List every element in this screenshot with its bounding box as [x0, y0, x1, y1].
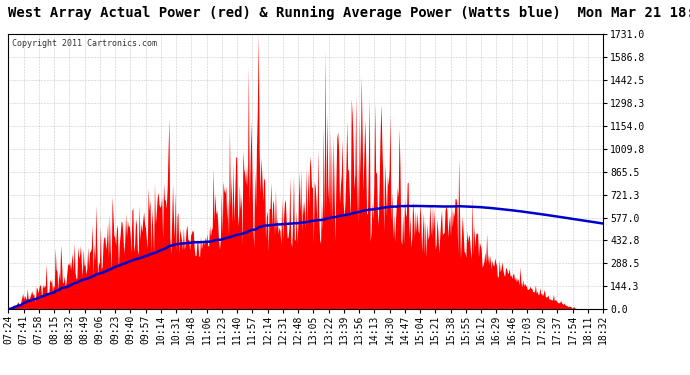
Text: West Array Actual Power (red) & Running Average Power (Watts blue)  Mon Mar 21 1: West Array Actual Power (red) & Running … [8, 6, 690, 20]
Text: Copyright 2011 Cartronics.com: Copyright 2011 Cartronics.com [12, 39, 157, 48]
